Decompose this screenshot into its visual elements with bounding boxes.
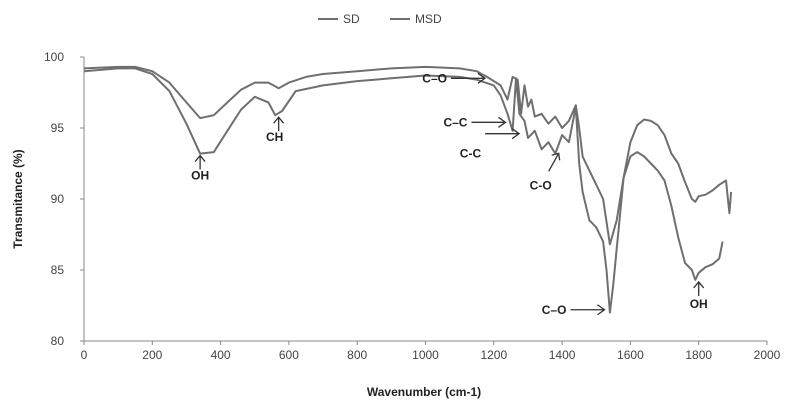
plot-axes [83,57,767,342]
x-tick-label: 800 [347,348,367,362]
annotation-arrow [450,72,487,84]
y-tick-label: 95 [51,121,65,135]
annotation-label: OH [191,169,209,183]
annotation: C–O [422,71,487,85]
x-tick-label: 2000 [754,348,781,362]
annotation: C–C [443,115,507,129]
annotation-label: OH [690,297,708,311]
series-line-msd [83,67,724,314]
annotation-label: C-O [530,178,552,192]
x-tick-label: 200 [142,348,162,362]
annotation: C-C [460,128,521,161]
annotation-label: CH [266,130,283,144]
x-tick-label: 400 [211,348,231,362]
annotation: C-O [530,152,561,192]
peak-annotations: OH CH C–O C–C C-C C-O C–O OH [191,71,708,316]
annotation-label: C-C [460,147,482,161]
annotation-arrow [471,116,507,128]
annotation-arrow [273,116,285,132]
annotation: OH [690,280,708,311]
series-lines [83,65,733,314]
annotation-label: C–C [443,115,467,129]
x-tick-label: 1600 [617,348,644,362]
legend-label-msd: MSD [415,12,442,26]
y-tick-labels: 80 85 90 95 100 [44,50,84,348]
y-tick-label: 80 [51,334,65,348]
x-tick-label: 600 [279,348,299,362]
x-tick-label: 0 [81,348,88,362]
annotation-arrow [548,152,561,172]
annotation-arrow [485,128,521,140]
x-tick-label: 1400 [549,348,576,362]
annotation-arrow [570,304,606,316]
x-tick-label: 1000 [412,348,439,362]
y-tick-label: 100 [44,50,64,64]
x-axis-title: Wavenumber (cm-1) [367,385,481,399]
annotation: C–O [542,303,606,317]
series-line-sd [83,65,733,246]
annotation-arrow [693,280,705,296]
annotation-label: C–O [422,71,447,85]
x-tick-label: 1200 [480,348,507,362]
legend-label-sd: SD [343,12,360,26]
y-tick-label: 85 [51,263,65,277]
x-tick-labels: 0 200 400 600 800 1000 1200 1400 1600 1800 2000 [81,341,781,362]
x-tick-label: 1800 [685,348,712,362]
annotation: OH [191,154,209,183]
annotation: CH [266,116,285,144]
y-tick-label: 90 [51,192,65,206]
y-axis-title: Transmitance (%) [11,149,25,248]
chart-legend: SD MSD [318,12,442,26]
annotation-label: C–O [542,303,567,317]
annotation-arrow [194,154,206,170]
